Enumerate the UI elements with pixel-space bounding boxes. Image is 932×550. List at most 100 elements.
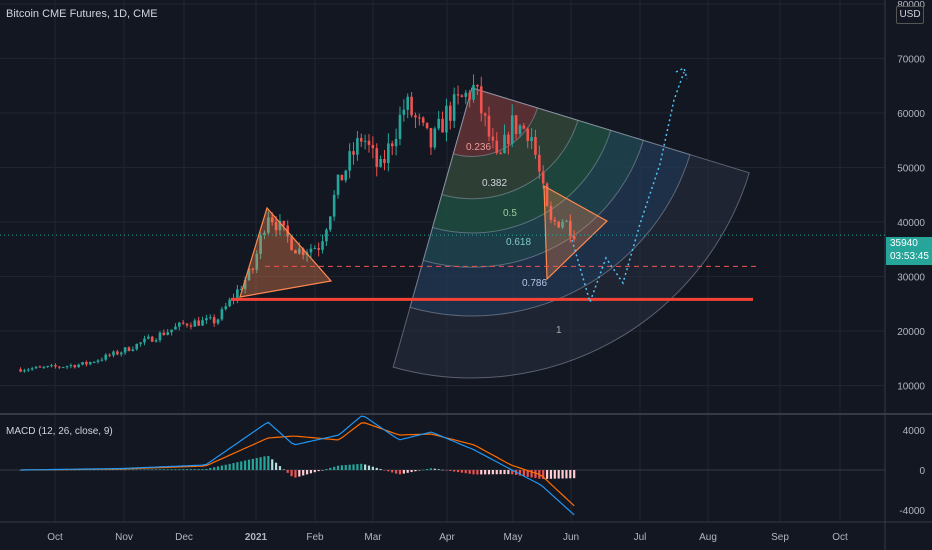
macd-histogram-bar (336, 465, 340, 470)
macd-histogram-bar (321, 470, 324, 471)
x-tick-label: Oct (832, 532, 848, 543)
macd-histogram-bar (259, 457, 262, 470)
macd-histogram-bar (178, 469, 181, 470)
macd-histogram-bar (406, 470, 409, 473)
candle-body (166, 332, 169, 335)
candle-body (239, 289, 243, 291)
macd-histogram-bar (545, 470, 549, 479)
macd-histogram-bar (236, 462, 239, 470)
candle-body (81, 362, 84, 365)
candle-body (429, 128, 433, 148)
axes: 8000070000600005000040000300002000010000… (47, 0, 925, 543)
macd-histogram-bar (189, 469, 193, 470)
candle-body (267, 217, 270, 233)
projection-arrowhead (675, 66, 688, 80)
macd-histogram-bar (263, 456, 266, 470)
candle-body (38, 366, 42, 368)
macd-histogram-bar (294, 470, 297, 478)
macd-histogram-bar (375, 467, 378, 470)
macd-histogram-bar (526, 470, 529, 477)
macd-histogram-bar (511, 470, 514, 475)
macd-histogram-bar (185, 469, 189, 470)
macd-histogram-bar (360, 463, 363, 470)
macd-histogram-bar (445, 470, 448, 471)
macd-histogram-bar (456, 470, 460, 473)
y-tick-label: 70000 (897, 55, 925, 66)
candle-body (321, 241, 324, 250)
candle-body (394, 138, 398, 147)
macd-histogram-bar (340, 465, 344, 470)
macd-histogram-bar (135, 469, 138, 470)
macd-histogram-bar (158, 469, 162, 470)
macd-histogram-bar (131, 469, 134, 470)
candle-body (236, 289, 239, 299)
candle-body (356, 138, 359, 155)
candle-body (100, 359, 104, 361)
candle-body (96, 360, 100, 363)
candle-body (526, 128, 530, 142)
macd-histogram-bar (503, 470, 506, 475)
candle-body (371, 144, 375, 149)
macd-histogram-bar (278, 466, 282, 470)
macd-histogram-bar (422, 469, 425, 471)
candle-body (27, 369, 30, 371)
candle-body (174, 326, 177, 330)
macd-histogram-bar (414, 470, 417, 472)
candle-body (154, 340, 158, 342)
candle-body (119, 352, 123, 355)
macd-histogram-bar (333, 466, 336, 470)
candle-body (116, 351, 119, 355)
x-tick-label: Mar (364, 532, 382, 543)
macd-histogram-bar (247, 459, 251, 470)
macd-histogram-bar (139, 469, 142, 470)
candle-body (487, 115, 491, 137)
macd-histogram-bar (433, 468, 436, 470)
candle-body (50, 365, 53, 367)
macd-histogram-bar (274, 462, 278, 470)
candle-body (309, 248, 313, 253)
macd-histogram-bar (220, 465, 223, 470)
fib-label-0: 0.236 (466, 142, 491, 153)
x-tick-label: Apr (439, 532, 455, 543)
macd-histogram-bar (271, 459, 274, 470)
macd-histogram-bar (530, 470, 533, 478)
macd-histogram-bar (356, 464, 359, 470)
macd-histogram-bar (476, 470, 479, 475)
candle-body (538, 154, 541, 172)
candle-body (534, 137, 537, 155)
y-tick-label: 50000 (897, 164, 925, 175)
candle-body (65, 366, 69, 368)
projection-path (571, 71, 685, 305)
candle-body (298, 248, 301, 254)
candle-body (263, 232, 266, 236)
macd-histogram-bar (468, 470, 471, 474)
x-tick-label: 2021 (245, 532, 268, 543)
y-tick-label: 20000 (897, 327, 925, 338)
candle-body (205, 318, 208, 321)
macd-tick-label: -4000 (899, 506, 925, 517)
y-tick-label: 60000 (897, 109, 925, 120)
macd-histogram-bar (124, 469, 127, 471)
candle-body (483, 113, 487, 116)
macd-histogram-bar (573, 470, 576, 479)
candle-body (290, 236, 293, 251)
price-tag: 35940 03:53:45 (886, 237, 932, 265)
macd-histogram-bar (197, 469, 200, 470)
currency-badge[interactable]: USD (896, 6, 924, 24)
candle-body (363, 140, 367, 142)
macd-histogram-bar (104, 469, 107, 471)
macd-histogram-bar (367, 465, 371, 470)
candle-body (418, 117, 421, 119)
fib-label-1: 0.382 (482, 178, 507, 189)
candle-body (61, 367, 65, 369)
candle-body (162, 332, 166, 335)
candle-body (387, 143, 390, 164)
candle-body (170, 329, 173, 333)
macd-histogram-bar (518, 470, 522, 476)
macd-histogram-bar (394, 470, 398, 474)
candle-body (139, 342, 142, 344)
macd-histogram-bar (387, 470, 390, 472)
candle-body (336, 174, 340, 195)
x-tick-label: Feb (306, 532, 324, 543)
